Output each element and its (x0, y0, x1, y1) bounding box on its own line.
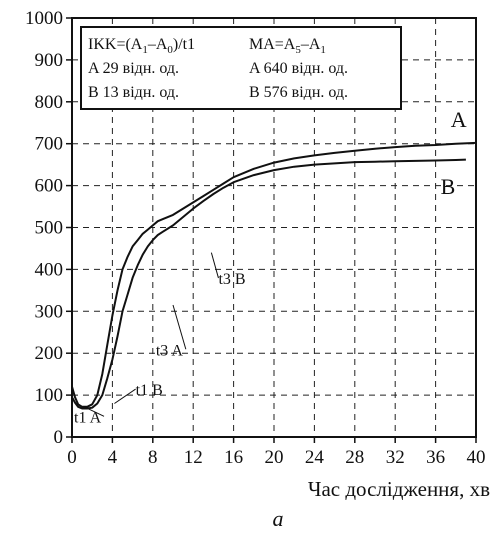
x-tick-label: 8 (148, 447, 158, 468)
annotation-label: t1 A (74, 409, 102, 426)
annotation-leader (210, 252, 219, 279)
annotation-leader (114, 388, 136, 404)
annotation-leader (83, 406, 105, 417)
x-tick-label: 24 (305, 447, 325, 468)
x-tick-label: 12 (184, 447, 203, 468)
series-line-B (71, 158, 466, 410)
tick-labels: 0 4 8 12 16 20 24 28 32 36 40010020030040050060070… (25, 8, 486, 468)
legend-entry: A 640 відн. од. (249, 60, 348, 77)
annotation-label: t1 B (136, 382, 163, 399)
series-end-label: B (441, 174, 456, 199)
series-lines (71, 141, 477, 410)
x-tick-label: 16 (224, 447, 243, 468)
x-tick-label: 40 (467, 447, 486, 468)
legend-entry: B 13 відн. од. (88, 84, 179, 101)
x-tick-label: 0 (67, 447, 77, 468)
y-tick-label: 700 (35, 134, 64, 155)
annotations: t1 A t1 B t3 A t3 B A B (74, 107, 467, 426)
x-tick-label: 28 (345, 447, 364, 468)
legend-entry: B 576 відн. од. (249, 84, 348, 101)
x-axis-label: Час дослідження, хв (308, 477, 490, 501)
y-tick-label: 500 (35, 218, 64, 239)
y-tick-label: 300 (35, 301, 64, 322)
x-tick-label: 20 (265, 447, 284, 468)
x-tick-label: 4 (108, 447, 118, 468)
axes (66, 17, 477, 443)
legend-box: IKK=(A1–A0)/t1 A 29 відн. од. B 13 відн. о… (80, 26, 402, 110)
y-tick-label: 100 (35, 385, 64, 406)
legend-frame (80, 26, 402, 110)
series-line-A (71, 141, 477, 408)
y-tick-label: 400 (35, 259, 64, 280)
legend-entry: A 29 відн. од. (88, 60, 179, 77)
series-end-label: A (451, 107, 467, 132)
legend-entry: IKK=(A1–A0)/t1 (88, 36, 195, 56)
y-tick-label: 0 (54, 427, 64, 448)
x-tick-label: 36 (426, 447, 445, 468)
annotation-label: t3 A (156, 342, 184, 359)
y-tick-label: 800 (35, 92, 64, 113)
annotation-leader (172, 304, 187, 350)
y-tick-label: 600 (35, 176, 64, 197)
annotation-label: t3 B (218, 271, 245, 288)
legend-entry: MA=A5–A1 (249, 36, 326, 56)
y-tick-label: 200 (35, 343, 64, 364)
figure-caption: а (273, 506, 284, 531)
y-tick-label: 1000 (25, 8, 63, 29)
x-tick-label: 32 (386, 447, 405, 468)
y-tick-label: 900 (35, 50, 64, 71)
